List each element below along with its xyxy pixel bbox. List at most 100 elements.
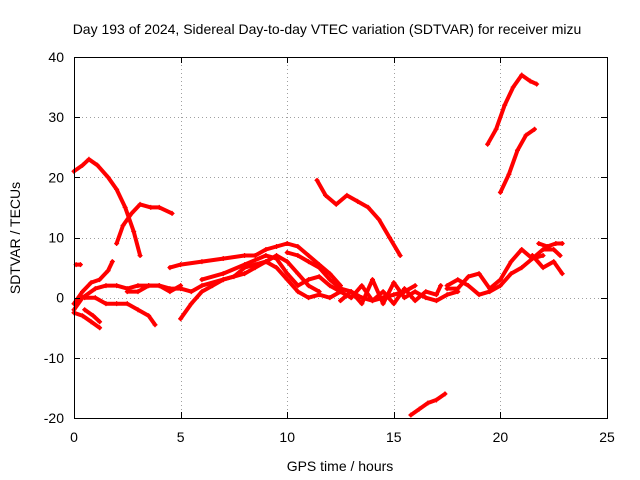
x-tick-label: 25 [599, 429, 615, 445]
y-axis-label: SDTVAR / TECUs [7, 182, 23, 294]
data-point [423, 289, 429, 295]
data-point [109, 259, 115, 265]
data-point [412, 283, 418, 289]
x-axis-label: GPS time / hours [287, 458, 394, 474]
axis-ticks: 0 5 10 15 20 25 -20 -10 0 10 20 30 40 [44, 49, 615, 445]
data-point [124, 289, 130, 295]
trace-17 [408, 391, 448, 418]
series-line [72, 259, 115, 306]
data-point [316, 265, 322, 271]
data-point [86, 156, 92, 162]
y-tick-label: 0 [56, 290, 64, 306]
data-point [391, 301, 397, 307]
trace-19 [444, 247, 563, 292]
data-point [391, 280, 397, 286]
data-point [120, 222, 126, 228]
data-point [284, 241, 290, 247]
data-point [359, 283, 365, 289]
trace-22 [485, 72, 540, 147]
trace-3 [73, 262, 83, 268]
data-point [97, 325, 103, 331]
x-tick-label: 20 [493, 429, 509, 445]
data-point [551, 247, 557, 253]
data-point [408, 412, 414, 418]
data-point [263, 259, 269, 265]
data-point [135, 307, 141, 313]
data-point [553, 241, 559, 247]
x-tick-label: 0 [70, 429, 78, 445]
data-point [199, 277, 205, 283]
data-point [327, 277, 333, 283]
data-series [71, 72, 565, 418]
data-point [169, 210, 175, 216]
data-point [455, 286, 461, 292]
data-point [242, 253, 248, 259]
grid [74, 57, 607, 418]
data-point [316, 292, 322, 298]
data-point [242, 271, 248, 277]
data-point [433, 397, 439, 403]
trace-10 [167, 241, 343, 289]
x-tick-label: 10 [279, 429, 295, 445]
data-point [327, 271, 333, 277]
data-point [391, 292, 397, 298]
data-point [295, 244, 301, 250]
data-point [88, 280, 94, 286]
data-point [327, 283, 333, 289]
data-point [137, 253, 143, 259]
chart-title: Day 193 of 2024, Sidereal Day-to-day VTE… [73, 21, 582, 37]
data-point [423, 295, 429, 301]
trace-2 [114, 201, 175, 247]
data-point [559, 271, 565, 277]
data-point [105, 268, 111, 274]
data-point [514, 147, 520, 153]
series-line [349, 283, 443, 306]
data-point [433, 292, 439, 298]
data-point [369, 277, 375, 283]
data-point [284, 250, 290, 256]
data-point [167, 265, 173, 271]
trace-15 [338, 277, 461, 307]
trace-18 [444, 253, 546, 298]
data-point [306, 295, 312, 301]
data-point [284, 259, 290, 265]
data-point [544, 244, 550, 250]
data-point [274, 265, 280, 271]
series-line [498, 127, 537, 195]
data-point [536, 241, 542, 247]
data-point [114, 301, 120, 307]
data-point [401, 295, 407, 301]
data-point [178, 316, 184, 322]
data-point [338, 298, 343, 304]
data-point [510, 84, 516, 90]
data-point [148, 204, 154, 210]
data-point [263, 253, 269, 259]
data-point [306, 283, 312, 289]
data-point [412, 298, 418, 304]
data-point [348, 295, 354, 301]
data-point [493, 126, 499, 132]
y-tick-label: 10 [48, 230, 64, 246]
data-point [122, 204, 128, 210]
data-point [90, 313, 96, 319]
data-point [387, 235, 393, 240]
data-point [534, 81, 540, 87]
data-point [77, 262, 83, 268]
data-point [369, 298, 375, 304]
data-point [80, 289, 86, 295]
data-point [314, 177, 320, 183]
y-tick-label: -20 [44, 410, 64, 426]
data-point [178, 262, 184, 268]
data-point [103, 283, 109, 289]
data-point [114, 241, 120, 247]
data-point [476, 292, 482, 298]
data-point [540, 247, 546, 253]
series-line [82, 295, 157, 327]
trace-1 [71, 156, 143, 259]
data-point [376, 216, 382, 222]
data-point [527, 78, 533, 84]
data-point [359, 301, 365, 307]
data-point [295, 283, 301, 289]
data-point [497, 277, 503, 283]
